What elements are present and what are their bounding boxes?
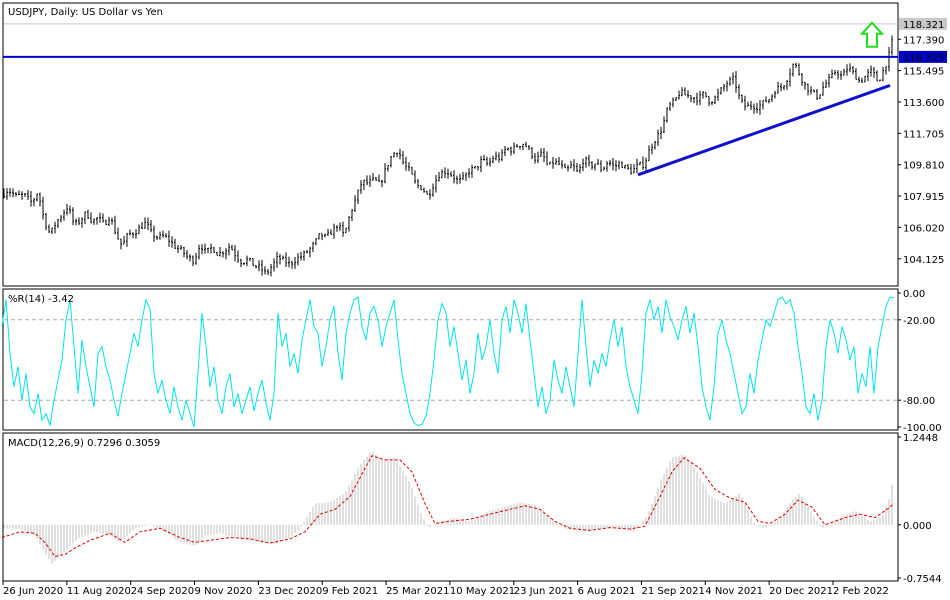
trendline bbox=[637, 84, 891, 177]
date-label: 26 Jun 2020 bbox=[3, 586, 63, 597]
price-tick-label: 118.321 bbox=[903, 20, 944, 31]
macd-tick-label: 1.2448 bbox=[903, 433, 938, 444]
date-label: 21 Sep 2021 bbox=[641, 586, 704, 597]
price-tick-label: 107.915 bbox=[903, 192, 944, 203]
macd-title: MACD(12,26,9) 0.7296 0.3059 bbox=[8, 438, 160, 449]
date-label: 2 Feb 2022 bbox=[833, 586, 889, 597]
wpr-tick-label: 0.00 bbox=[903, 289, 925, 300]
date-label: 10 May 2021 bbox=[450, 586, 515, 597]
price-tick-label: 106.020 bbox=[903, 223, 944, 234]
date-label: 11 Aug 2020 bbox=[67, 586, 131, 597]
wpr-series bbox=[1, 296, 898, 428]
price-tick-label: 115.495 bbox=[903, 67, 944, 78]
date-label: 9 Nov 2020 bbox=[195, 586, 253, 597]
date-label: 23 Dec 2020 bbox=[258, 586, 322, 597]
wpr-panel-frame bbox=[2, 288, 899, 431]
price-panel-frame bbox=[2, 2, 899, 287]
date-label: 20 Dec 2021 bbox=[769, 586, 833, 597]
macd-signal-line bbox=[1, 455, 895, 558]
date-label: 24 Sep 2020 bbox=[131, 586, 194, 597]
axes: 118.321 117.390 116.325 115.495 113.600 111.7… bbox=[2, 17, 947, 597]
price-title: USDJPY, Daily: US Dollar vs Yen bbox=[8, 7, 163, 18]
wpr-line bbox=[1, 296, 895, 428]
date-label: 23 Jun 2021 bbox=[514, 586, 574, 597]
price-tick-label: 104.125 bbox=[903, 255, 944, 266]
macd-series bbox=[1, 451, 895, 564]
price-tick-label: 111.705 bbox=[903, 129, 944, 140]
level-price-tag bbox=[899, 50, 947, 63]
price-overlay bbox=[3, 21, 898, 177]
price-tick-label: 109.810 bbox=[903, 161, 944, 172]
macd-panel-frame bbox=[2, 432, 899, 582]
macd-tick-label: 0.000 bbox=[903, 521, 932, 532]
wpr-tick-label: -100.00 bbox=[903, 423, 942, 434]
macd-tick-label: -0.7544 bbox=[903, 574, 942, 585]
wpr-tick-label: -80.00 bbox=[903, 396, 935, 407]
price-tick-label: 113.600 bbox=[903, 98, 944, 109]
wpr-title: %R(14) -3.42 bbox=[8, 294, 74, 305]
date-label: 9 Feb 2021 bbox=[322, 586, 378, 597]
date-label: 4 Nov 2021 bbox=[705, 586, 763, 597]
price-tick-label: 117.390 bbox=[903, 35, 944, 46]
green-up-arrow-icon bbox=[859, 21, 885, 48]
current-price-tag bbox=[899, 17, 947, 30]
price-tick-label: 116.325 bbox=[903, 53, 944, 64]
price-candles bbox=[3, 35, 893, 277]
date-label: 6 Aug 2021 bbox=[578, 586, 636, 597]
date-label: 25 Mar 2021 bbox=[386, 586, 449, 597]
wpr-tick-label: -20.00 bbox=[903, 316, 935, 327]
